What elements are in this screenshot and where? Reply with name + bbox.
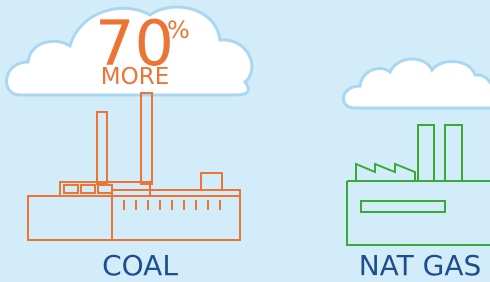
gas-label: NAT GAS: [359, 249, 482, 282]
callout-caption: MORE: [101, 64, 169, 90]
coal-label: COAL: [102, 249, 178, 282]
page: 70 % MORE COAL NAT GAS (() => { const da…: [0, 0, 490, 282]
infographic: 70 % MORE COAL NAT GAS: [0, 0, 490, 282]
callout-unit: %: [167, 16, 190, 44]
